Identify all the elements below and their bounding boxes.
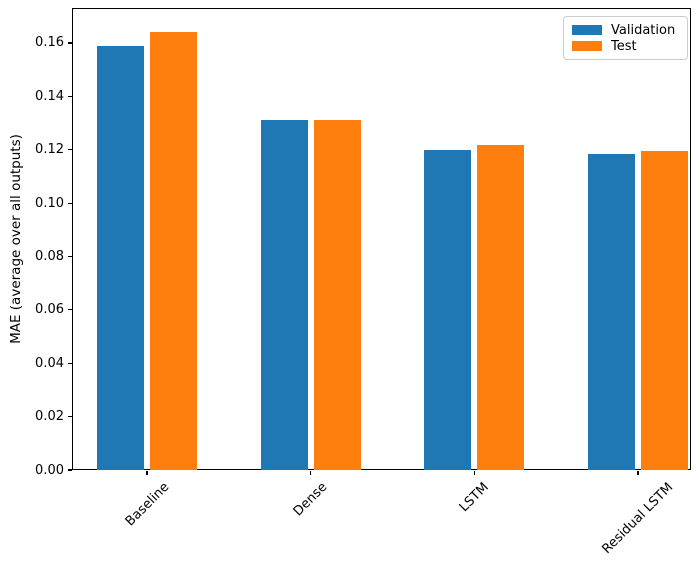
x-tick-label: Residual LSTM [599, 480, 677, 557]
y-tick-label: 0.00 [35, 462, 64, 478]
y-axis-label: MAE (average over all outputs) [8, 134, 24, 344]
y-tick-mark [68, 95, 72, 97]
y-tick-mark [68, 202, 72, 204]
legend-entry-test: Test [572, 38, 678, 54]
y-tick-mark [68, 469, 72, 471]
x-tick-mark [637, 471, 639, 475]
bar-validation-dense [260, 120, 308, 470]
x-tick-mark [310, 471, 312, 475]
y-tick-label: 0.10 [35, 195, 64, 211]
bar-validation-baseline [97, 45, 144, 470]
y-tick-label: 0.04 [35, 355, 64, 371]
bar-test-lstm [477, 145, 525, 470]
y-tick-label: 0.06 [35, 302, 64, 318]
y-tick-mark [68, 362, 72, 364]
x-tick-label: LSTM [456, 480, 492, 516]
y-tick-mark [68, 42, 72, 44]
legend-swatch-icon [572, 41, 602, 51]
x-tick-label: Baseline [122, 479, 172, 530]
y-tick-label: 0.16 [35, 35, 64, 51]
x-tick-mark [146, 471, 148, 475]
bar-test-dense [313, 120, 361, 470]
y-tick-mark [68, 416, 72, 418]
y-tick-label: 0.14 [35, 88, 64, 104]
legend-swatch-icon [572, 25, 602, 35]
legend-entry-validation: Validation [572, 22, 678, 38]
legend: Validation Test [563, 16, 688, 60]
y-tick-mark [68, 309, 72, 311]
bar-validation-lstm [424, 149, 472, 470]
bar-test-residual-lstm [641, 151, 688, 470]
legend-label: Validation [611, 22, 676, 38]
y-tick-label: 0.12 [35, 142, 64, 158]
y-tick-mark [68, 255, 72, 258]
bar-test-baseline [150, 32, 197, 470]
legend-label: Test [611, 38, 637, 54]
y-tick-mark [68, 149, 72, 151]
bar-validation-residual-lstm [588, 154, 635, 470]
x-tick-label: Dense [290, 479, 331, 520]
y-tick-label: 0.08 [35, 248, 64, 264]
x-tick-mark [473, 471, 475, 475]
y-tick-label: 0.02 [35, 409, 64, 425]
